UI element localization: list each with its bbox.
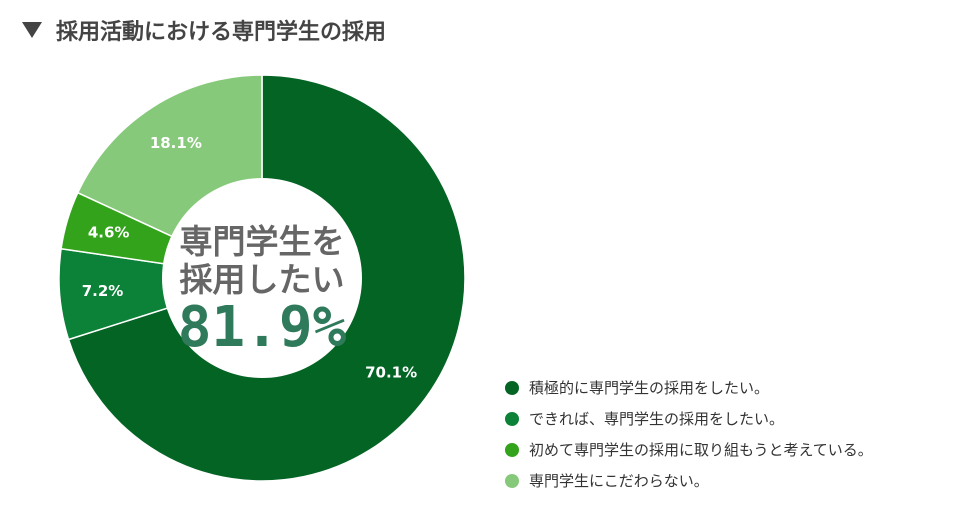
center-label-line2: 採用したい [180,260,345,299]
legend-label-1: 積極的に専門学生の採用をしたい。 [529,379,770,397]
legend-item-3: 初めて専門学生の採用に取り組もうと考えている。 [505,434,873,465]
center-total-value: 81.9% [178,295,347,360]
legend-label-3: 初めて専門学生の採用に取り組もうと考えている。 [529,441,873,459]
chart-title: 採用活動における専門学生の採用 [56,20,387,45]
donut-center [162,178,362,378]
legend-label-4: 専門学生にこだわらない。 [529,472,709,490]
legend-swatch-1 [505,380,519,395]
legend-swatch-2 [505,411,519,426]
slice-value-label-4: 18.1% [150,134,202,152]
legend-swatch-4 [505,473,519,488]
slice-value-label-3: 4.6% [88,223,130,241]
legend-label-2: できれば、専門学生の採用をしたい。 [529,410,785,428]
triangle-down-icon [22,22,42,38]
legend-item-4: 専門学生にこだわらない。 [505,465,873,496]
legend-swatch-3 [505,442,519,457]
legend-item-2: できれば、専門学生の採用をしたい。 [505,403,873,434]
slice-value-label-2: 7.2% [82,282,124,300]
chart-header: 採用活動における専門学生の採用 [22,14,386,46]
chart-legend: 積極的に専門学生の採用をしたい。 できれば、専門学生の採用をしたい。初めて専門学生… [505,372,873,496]
center-label-line1: 専門学生を [180,222,345,261]
slice-value-label-1: 70.1% [365,363,417,381]
legend-item-1: 積極的に専門学生の採用をしたい。 [505,372,873,403]
